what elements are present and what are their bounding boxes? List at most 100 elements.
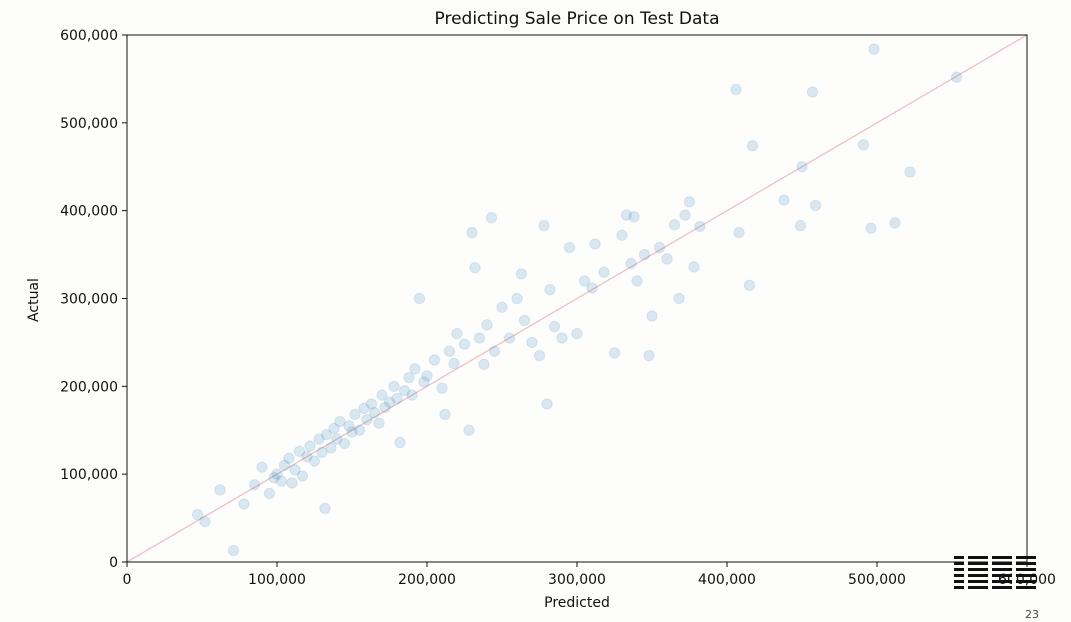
data-point	[319, 502, 331, 515]
x-ticks: 0100,000200,000300,000400,000500,000600,…	[123, 562, 1056, 588]
data-point	[548, 320, 561, 333]
data-point	[388, 380, 400, 393]
data-point	[391, 392, 403, 405]
x-axis-label: Predicted	[544, 595, 610, 611]
data-point	[451, 327, 463, 340]
data-point	[481, 319, 493, 331]
data-point	[199, 515, 211, 528]
data-point	[275, 475, 288, 487]
data-point	[320, 428, 333, 441]
data-point	[428, 354, 441, 366]
y-tick-label: 600,000	[60, 28, 118, 44]
data-point	[631, 275, 643, 287]
x-tick-label: 0	[123, 572, 132, 588]
data-point	[418, 376, 430, 388]
data-point	[334, 415, 346, 428]
reference-line	[126, 34, 1028, 563]
data-point	[325, 442, 337, 454]
y-ticks: 0 100,000 200,000 300,000 400,000 500,000 600,…	[60, 28, 127, 571]
data-point	[541, 398, 553, 410]
data-point	[868, 43, 880, 55]
data-point	[463, 424, 475, 436]
data-point	[358, 402, 370, 414]
data-point	[353, 424, 366, 436]
data-point	[578, 275, 591, 287]
data-point	[191, 508, 204, 521]
data-point	[586, 282, 598, 294]
data-point	[478, 358, 490, 371]
data-point	[538, 219, 550, 232]
data-point	[436, 382, 448, 394]
y-tick-label: 400,000	[60, 204, 118, 220]
data-point	[556, 332, 568, 344]
data-point	[694, 220, 706, 233]
data-point	[533, 349, 546, 362]
data-point	[688, 261, 700, 273]
data-point	[679, 209, 691, 221]
data-point	[796, 161, 808, 173]
data-point	[379, 401, 391, 414]
data-point	[643, 349, 655, 362]
x-tick-label: 500,000	[848, 572, 906, 588]
data-point	[616, 229, 628, 241]
data-point	[263, 487, 276, 500]
data-point	[308, 455, 321, 467]
data-point	[778, 194, 790, 206]
data-point	[293, 445, 306, 458]
data-point	[376, 389, 388, 401]
data-point	[809, 199, 822, 212]
data-point	[544, 284, 556, 296]
data-point	[383, 396, 396, 408]
page-number: 23	[1025, 608, 1039, 621]
x-tick-label: 300,000	[548, 572, 606, 588]
y-tick-label: 500,000	[60, 116, 118, 132]
data-point	[653, 241, 666, 254]
data-point	[316, 446, 328, 458]
data-point	[398, 385, 411, 397]
data-point	[214, 484, 226, 496]
data-point	[589, 238, 601, 250]
data-point	[628, 211, 640, 223]
data-point	[673, 292, 685, 305]
data-point	[365, 398, 378, 410]
data-point	[343, 420, 355, 432]
data-point	[368, 406, 381, 419]
y-tick-label: 200,000	[60, 379, 118, 395]
data-points	[191, 43, 963, 557]
data-point	[443, 345, 456, 357]
y-tick-label: 300,000	[60, 292, 118, 308]
data-point	[571, 327, 583, 340]
data-point	[421, 370, 433, 382]
data-point	[473, 332, 486, 344]
data-point	[409, 363, 421, 375]
data-point	[304, 440, 316, 452]
data-point	[496, 301, 508, 313]
x-tick-label: 100,000	[248, 572, 306, 588]
y-axis-label: Actual	[26, 278, 42, 322]
data-point	[488, 345, 501, 357]
data-point	[338, 437, 351, 450]
data-point	[746, 139, 759, 152]
data-point	[638, 248, 651, 261]
data-point	[515, 268, 528, 280]
data-point	[950, 71, 963, 83]
data-point	[904, 166, 916, 178]
data-point	[889, 217, 901, 229]
data-point	[794, 219, 807, 232]
data-point	[361, 414, 373, 426]
data-point	[743, 279, 756, 292]
data-point	[733, 226, 745, 239]
data-point	[227, 544, 240, 557]
data-point	[466, 226, 478, 239]
data-point	[238, 498, 250, 510]
data-point	[283, 452, 295, 465]
data-point	[286, 477, 298, 489]
data-point	[328, 422, 340, 435]
data-point	[668, 219, 681, 231]
data-point	[301, 450, 313, 463]
data-point	[518, 314, 531, 327]
data-point	[458, 338, 471, 350]
data-point	[526, 336, 538, 349]
data-point	[403, 371, 415, 384]
